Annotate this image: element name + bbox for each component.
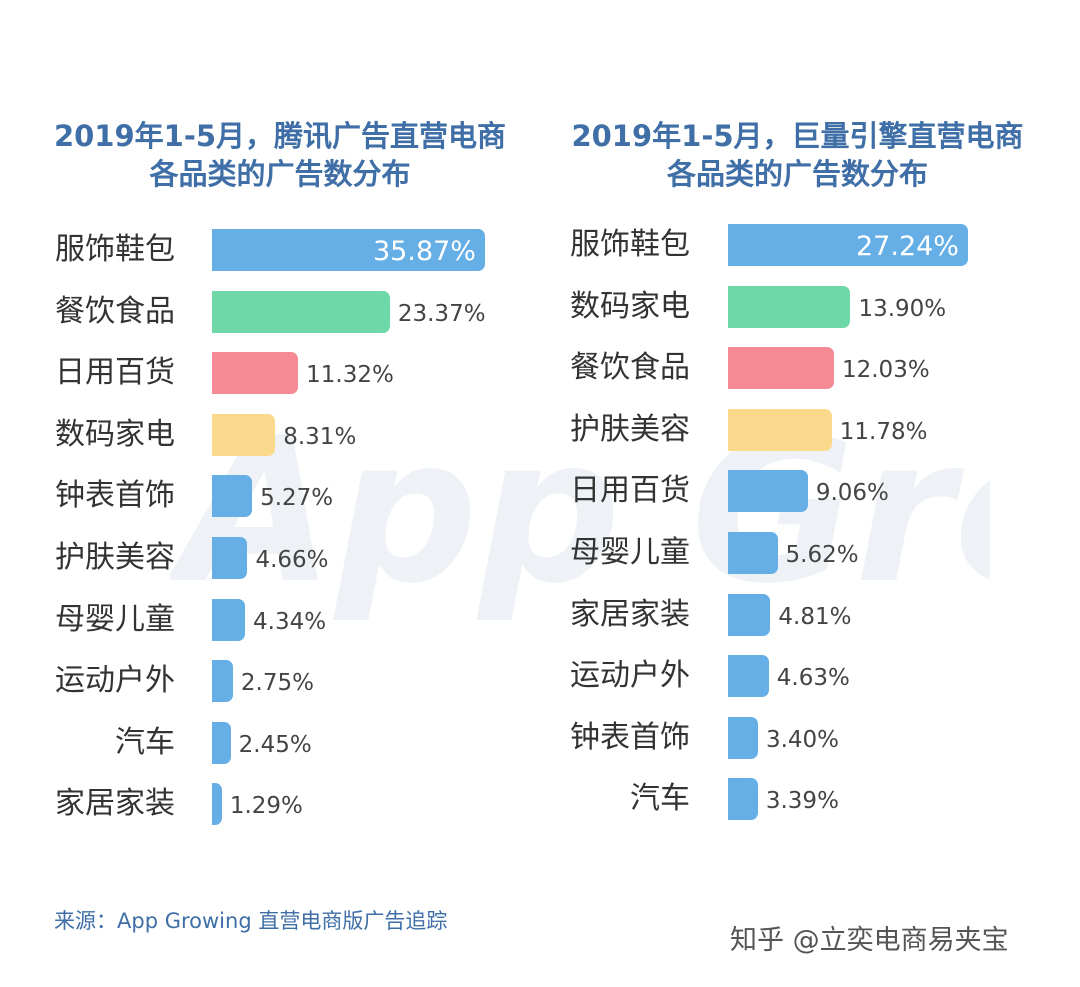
right-bar — [728, 532, 778, 574]
left-category-label: 汽车 — [115, 724, 175, 760]
right-value-label: 13.90% — [858, 295, 947, 322]
left-bar — [212, 783, 222, 826]
left-bar — [212, 721, 231, 764]
right-category-label: 钟表首饰 — [570, 719, 690, 755]
left-category-label: 母婴儿童 — [55, 601, 175, 637]
left-bar — [212, 537, 248, 579]
right-category-label: 服饰鞋包 — [570, 227, 690, 262]
left-category-label: 餐饮食品 — [55, 293, 175, 329]
left-category-label: 钟表首饰 — [55, 478, 175, 514]
right-category-label: 数码家电 — [570, 288, 690, 324]
left-bar — [212, 413, 276, 456]
left-bar — [212, 660, 233, 703]
left-value-label: 4.34% — [253, 608, 327, 635]
right-category-label: 餐饮食品 — [570, 350, 690, 386]
left-value-label: 8.31% — [283, 423, 357, 450]
left-bar — [212, 598, 246, 641]
right-title-line-1: 2019年1-5月，巨量引擎直营电商 — [571, 119, 1024, 153]
right-bar — [728, 285, 851, 328]
author-credit: 知乎 @立奕电商易夹宝 — [730, 925, 1009, 956]
right-bar — [728, 470, 808, 513]
left-bar — [212, 475, 253, 518]
right-category-label: 日用百货 — [570, 473, 690, 509]
left-category-label: 日用百货 — [55, 355, 175, 391]
right-value-label: 4.63% — [776, 665, 850, 692]
right-bar — [728, 716, 758, 759]
right-bar — [728, 408, 832, 451]
left-category-label: 家居家装 — [55, 786, 175, 822]
source-note: 来源：App Growing 直营电商版广告追踪 — [54, 909, 448, 933]
right-category-label: 运动户外 — [570, 658, 690, 694]
right-chart-title: 2019年1-5月，巨量引擎直营电商 各品类的广告数分布 — [545, 117, 1050, 193]
left-value-label: 2.75% — [240, 670, 314, 697]
left-bar — [212, 229, 485, 271]
right-bar — [728, 655, 769, 698]
left-value-label: 4.66% — [255, 547, 329, 573]
left-value-label: 1.29% — [229, 793, 303, 820]
left-value-label: 11.32% — [306, 362, 394, 389]
right-category-label: 汽车 — [630, 781, 690, 817]
left-value-label: 2.45% — [238, 731, 312, 758]
right-category-label: 护肤美容 — [570, 411, 690, 447]
left-title-line-2: 各品类的广告数分布 — [149, 157, 411, 191]
right-bar — [728, 778, 758, 821]
left-bar — [212, 352, 299, 395]
right-title-line-2: 各品类的广告数分布 — [666, 157, 928, 191]
left-category-label: 运动户外 — [55, 663, 175, 699]
right-bar — [728, 347, 834, 390]
left-category-label: 数码家电 — [55, 416, 175, 452]
right-value-label: 3.40% — [765, 726, 840, 753]
right-bar — [728, 224, 968, 266]
right-value-label: 5.62% — [785, 542, 859, 568]
right-category-label: 母婴儿童 — [570, 535, 690, 570]
left-value-label: 35.87% — [373, 236, 476, 267]
left-title-line-1: 2019年1-5月，腾讯广告直营电商 — [53, 119, 507, 153]
left-chart-title: 2019年1-5月，腾讯广告直营电商 各品类的广告数分布 — [30, 117, 530, 193]
left-bar — [212, 290, 390, 333]
right-value-label: 12.03% — [841, 357, 930, 384]
right-value-label: 27.24% — [856, 231, 959, 262]
right-value-label: 9.06% — [815, 480, 889, 507]
left-value-label: 23.37% — [397, 300, 486, 327]
left-value-label: 5.27% — [260, 485, 334, 512]
left-category-label: 服饰鞋包 — [55, 232, 175, 267]
right-value-label: 3.39% — [765, 788, 839, 815]
right-category-label: 家居家装 — [570, 596, 690, 632]
right-bar — [728, 593, 771, 636]
left-category-label: 护肤美容 — [55, 540, 175, 575]
right-value-label: 11.78% — [839, 418, 928, 445]
right-value-label: 4.81% — [778, 603, 852, 630]
